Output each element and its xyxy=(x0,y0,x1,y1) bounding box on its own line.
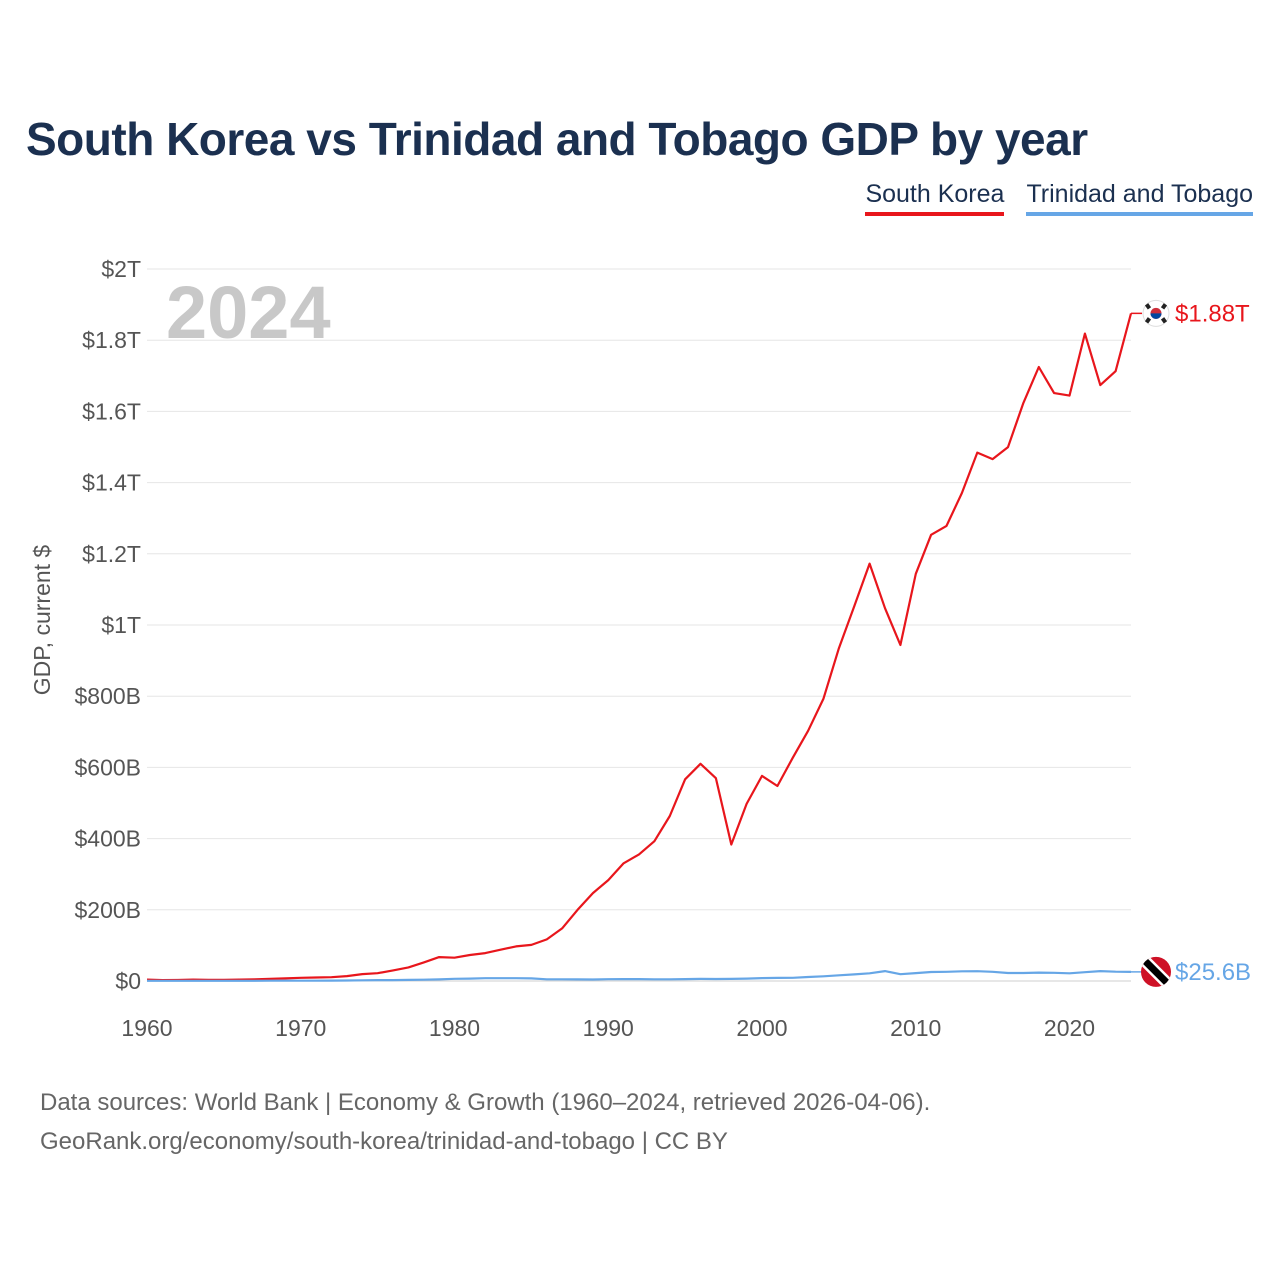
gridlines xyxy=(147,268,1131,982)
y-tick-label: $1.6T xyxy=(82,398,141,424)
year-label: 2024 xyxy=(166,271,331,354)
y-tick-label: $200B xyxy=(74,897,141,923)
chart-title: South Korea vs Trinidad and Tobago GDP b… xyxy=(26,113,1088,165)
x-tick-label: 2020 xyxy=(1044,1015,1095,1041)
south-korea-flag-icon xyxy=(1142,299,1170,327)
legend-item-south-korea[interactable]: South Korea xyxy=(865,180,1005,216)
series-line-south-korea xyxy=(146,313,1133,982)
y-tick-label: $2T xyxy=(101,256,141,282)
end-value-label-trinidad-and-tobago: $25.6B xyxy=(1175,959,1251,986)
trigram xyxy=(1160,317,1168,324)
y-tick-label: $1.4T xyxy=(82,470,141,496)
trigram xyxy=(1144,317,1152,324)
x-tick-label: 2000 xyxy=(736,1015,787,1041)
y-axis-ticks: $0 $200B $400B $600B $800B $1T $1.2T $1.4T $1.6T… xyxy=(74,256,141,994)
footer: Data sources: World Bank | Economy & Gro… xyxy=(40,1083,930,1161)
flag-body xyxy=(1141,956,1171,987)
legend: South Korea Trinidad and Tobago xyxy=(865,180,1253,216)
series-lines xyxy=(146,313,1133,982)
legend-item-trinidad-and-tobago[interactable]: Trinidad and Tobago xyxy=(1026,180,1253,216)
x-tick-label: 1980 xyxy=(429,1015,480,1041)
footer-link[interactable]: GeoRank.org/economy/south-korea/trinidad… xyxy=(40,1128,728,1155)
y-tick-label: $400B xyxy=(74,826,141,852)
x-tick-label: 1960 xyxy=(121,1015,172,1041)
series-end-markers: $1.88T $25.6B xyxy=(1131,299,1251,987)
trigram xyxy=(1160,303,1168,310)
y-tick-label: $0 xyxy=(115,968,141,994)
footer-sources: Data sources: World Bank | Economy & Gro… xyxy=(40,1089,931,1116)
x-tick-label: 1970 xyxy=(275,1015,326,1041)
trigram xyxy=(1144,303,1152,310)
y-axis-label: GDP, current $ xyxy=(29,545,55,696)
y-tick-label: $1T xyxy=(101,612,141,638)
series-line-trinidad-and-tobago xyxy=(147,969,1132,982)
y-tick-label: $1.2T xyxy=(82,541,141,567)
y-tick-label: $600B xyxy=(74,754,141,780)
x-tick-label: 1990 xyxy=(583,1015,634,1041)
end-value-label-south-korea: $1.88T xyxy=(1175,300,1250,327)
y-tick-label: $800B xyxy=(74,683,141,709)
chart-plot: $0 $200B $400B $600B $800B $1T $1.2T $1.4T $1.6T… xyxy=(29,256,1251,1041)
trinidad-and-tobago-flag-icon xyxy=(1141,956,1171,987)
taeguk-blue xyxy=(1150,313,1162,319)
x-axis-ticks: 1960 1970 1980 1990 2000 2010 2020 xyxy=(121,1015,1095,1041)
y-tick-label: $1.8T xyxy=(82,327,141,353)
x-tick-label: 2010 xyxy=(890,1015,941,1041)
